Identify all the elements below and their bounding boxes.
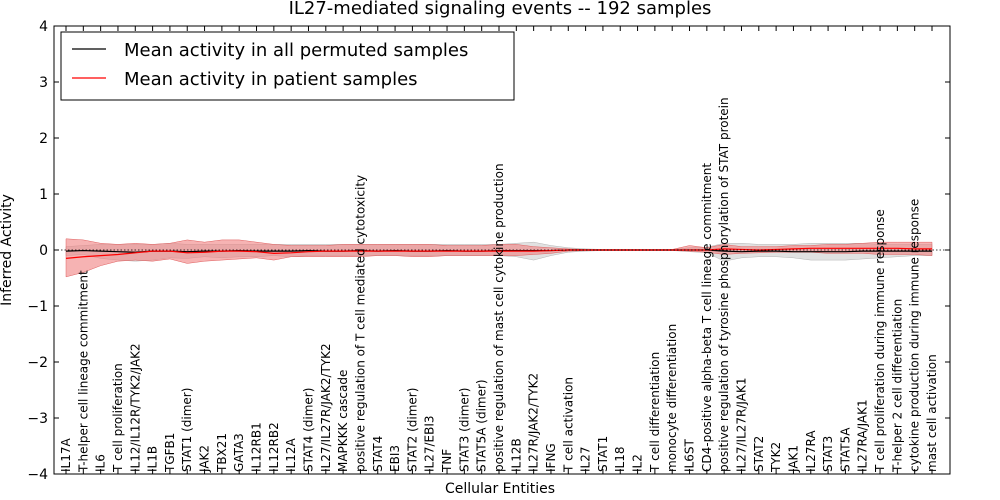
x-tick-label: CD4-positive alpha-beta T cell lineage c… (700, 163, 714, 472)
x-tick-label: JAK1 (786, 445, 800, 473)
x-tick-label: IL12/IL12R/TYK2/JAK2 (128, 343, 142, 472)
x-tick-label: STAT1 (596, 436, 610, 472)
x-tick-label: IL27RA (804, 430, 818, 472)
x-tick-label: STAT2 (752, 436, 766, 472)
series-lines (65, 247, 932, 259)
x-tick-label: STAT1 (dimer) (180, 388, 194, 472)
y-tick-label: −4 (27, 467, 48, 483)
x-tick-label: TBX21 (215, 433, 229, 473)
x-tick-label: IL27/EBI3 (423, 415, 437, 472)
x-tick-label: STAT4 (dimer) (301, 388, 315, 472)
y-tick-label: −2 (27, 355, 48, 371)
legend-label-permuted: Mean activity in all permuted samples (124, 40, 468, 61)
y-tick-label: −3 (27, 411, 48, 427)
x-tick-label: JAK2 (198, 445, 212, 473)
y-tick-label: 3 (39, 75, 48, 91)
x-tick-label: T-helper cell lineage commitment (76, 270, 90, 473)
x-tick-label: IL27R/JAK2/TYK2 (527, 373, 541, 472)
x-tick-label: STAT3 (dimer) (457, 388, 471, 472)
x-tick-label: IL27/IL27R/JAK2/TYK2 (319, 343, 333, 472)
y-axis-label: Inferred Activity (0, 194, 15, 306)
y-tick-label: 1 (39, 187, 48, 203)
x-tick-label: STAT4 (371, 436, 385, 472)
x-tick-label: STAT5A (dimer) (475, 379, 489, 472)
x-tick-label: mast cell activation (925, 354, 939, 472)
x-axis-ticks: IL17A T-helper cell lineage commitment IL6… (59, 26, 939, 474)
x-tick-label: positive regulation of T cell mediated c… (353, 175, 367, 472)
x-tick-label: IL27RA/JAK1 (856, 399, 870, 472)
x-tick-label: IL12RB1 (250, 422, 264, 472)
x-tick-label: T cell differentiation (648, 352, 662, 473)
x-tick-label: MAPKKK cascade (336, 370, 350, 472)
chart-title: IL27-mediated signaling events -- 192 sa… (289, 0, 712, 19)
y-tick-label: 2 (39, 131, 48, 147)
x-tick-label: T cell activation (561, 377, 575, 473)
x-tick-label: positive regulation of tyrosine phosphor… (717, 97, 731, 472)
y-axis-ticks: −4 −3 −2 −1 0 1 2 3 4 (27, 19, 950, 483)
x-axis-label: Cellular Entities (445, 481, 555, 497)
x-tick-label: TYK2 (769, 442, 783, 473)
line-patient-mean (65, 247, 932, 259)
x-tick-label: monocyte differentiation (665, 324, 679, 472)
x-tick-label: IL2 (631, 454, 645, 472)
x-tick-label: TGFB1 (163, 433, 177, 473)
band-patient (65, 238, 933, 278)
x-tick-label: IL27/IL27R/JAK1 (734, 378, 748, 472)
x-tick-label: IL12B (509, 438, 523, 472)
x-tick-label: STAT5A (838, 427, 852, 472)
x-tick-label: STAT2 (dimer) (405, 388, 419, 472)
x-tick-label: EBI3 (388, 445, 402, 472)
x-tick-label: IL18 (613, 447, 627, 473)
x-tick-label: IL27 (579, 447, 593, 473)
x-tick-label: positive regulation of mast cell cytokin… (492, 163, 506, 472)
x-tick-label: GATA3 (232, 433, 246, 472)
x-tick-label: IL17A (59, 438, 73, 472)
plot-frame (53, 25, 951, 475)
x-tick-label: T-helper 2 cell differentiation (890, 299, 904, 473)
x-tick-label: T cell proliferation (111, 363, 125, 473)
legend-label-patient: Mean activity in patient samples (124, 69, 418, 90)
x-tick-label: IL12RB2 (267, 422, 281, 472)
x-tick-label: IL6ST (683, 439, 697, 472)
y-tick-label: 4 (39, 19, 48, 35)
x-tick-label: IL6 (94, 454, 108, 472)
x-tick-label: TNF (440, 449, 454, 473)
x-tick-label: T cell proliferation during immune respo… (873, 209, 887, 473)
legend-box (60, 31, 515, 101)
x-tick-label: IL1B (146, 446, 160, 472)
x-tick-label: cytokine production during immune respon… (908, 199, 922, 472)
x-tick-label: IL12A (284, 438, 298, 472)
y-tick-label: −1 (27, 299, 48, 315)
legend: Mean activity in all permuted samples Me… (60, 31, 515, 101)
x-tick-label: IFNG (544, 443, 558, 472)
x-tick-label: STAT3 (821, 436, 835, 472)
y-tick-label: 0 (39, 243, 48, 259)
